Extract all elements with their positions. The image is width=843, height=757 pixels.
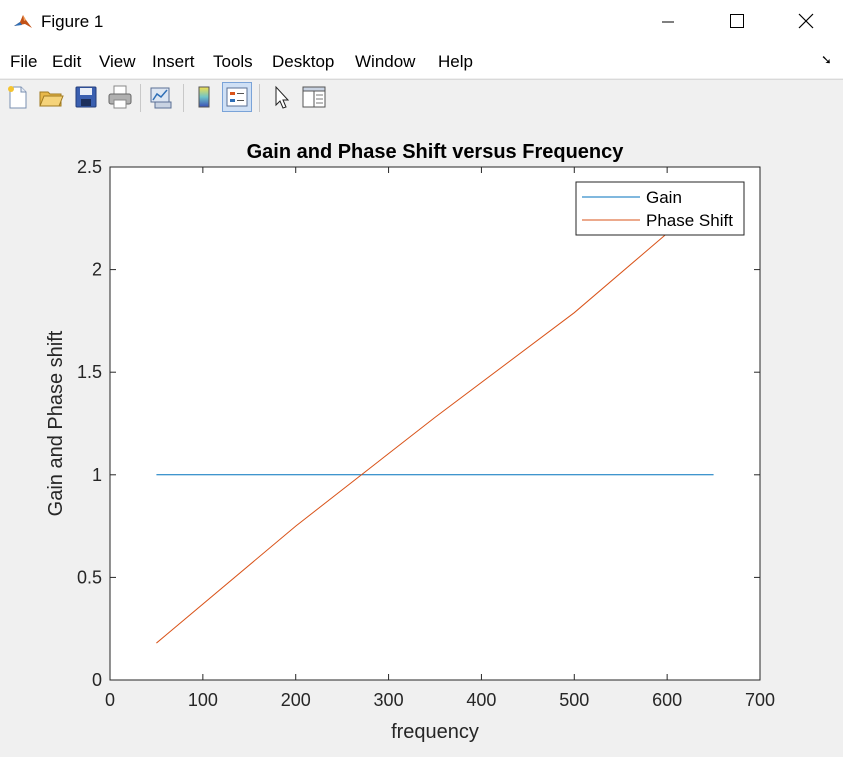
menu-help[interactable]: Help <box>438 52 473 71</box>
series-line-phase-shift <box>156 193 714 644</box>
plot-area <box>109 166 761 681</box>
menu-file[interactable]: File <box>10 52 38 71</box>
menu-edit[interactable]: Edit <box>52 52 82 71</box>
maximize-icon <box>730 14 744 28</box>
colorbar-icon[interactable] <box>190 83 218 111</box>
close-icon <box>798 13 814 29</box>
x-tick-label: 0 <box>105 690 115 710</box>
y-tick-label: 1.5 <box>77 362 102 382</box>
chart-title: Gain and Phase Shift versus Frequency <box>247 141 625 163</box>
y-tick-label: 0.5 <box>77 567 102 587</box>
x-tick-label: 300 <box>374 690 404 710</box>
maximize-button[interactable] <box>702 0 772 44</box>
x-tick-label: 400 <box>466 690 496 710</box>
menu-desktop[interactable]: Desktop <box>272 52 335 71</box>
menu-window[interactable]: Window <box>355 52 416 71</box>
print-icon[interactable] <box>106 83 134 111</box>
link-plot-icon[interactable] <box>147 83 175 111</box>
minimize-icon <box>662 21 674 23</box>
new-figure-icon[interactable] <box>4 83 32 111</box>
edit-plot-arrow-icon[interactable] <box>267 83 295 111</box>
y-tick-label: 2 <box>92 260 102 280</box>
window-titlebar: Figure 1 <box>0 0 843 44</box>
figure-canvas: 0 100 200 300 400 500 600 700 0 0.5 1 1.5 2 2.5 Gain … <box>0 118 843 752</box>
dock-arrow-icon[interactable]: ➘ <box>821 52 832 67</box>
legend-label: Gain <box>646 188 682 207</box>
toolbar-separator <box>140 84 141 112</box>
toolbar-separator <box>183 84 184 112</box>
window-title: Figure 1 <box>41 12 104 31</box>
x-tick-label: 200 <box>281 690 311 710</box>
menu-view[interactable]: View <box>99 52 136 71</box>
legend-box <box>575 181 745 236</box>
x-tick-label: 100 <box>188 690 218 710</box>
toolbar-separator <box>259 84 260 112</box>
x-axis-label: frequency <box>391 721 479 743</box>
legend-icon[interactable] <box>222 82 252 112</box>
menu-bar <box>0 44 843 78</box>
matlab-logo-icon <box>12 11 34 33</box>
property-inspector-icon[interactable] <box>300 83 328 111</box>
minimize-button[interactable] <box>633 0 703 44</box>
y-tick-label: 2.5 <box>77 157 102 177</box>
x-tick-label: 700 <box>745 690 775 710</box>
legend[interactable]: Gain Phase Shift <box>575 181 745 236</box>
y-tick-label: 1 <box>92 465 102 485</box>
chart: 0 100 200 300 400 500 600 700 0 0.5 1 1.5 2 2.5 Gain … <box>45 141 775 743</box>
x-tick-label: 500 <box>559 690 589 710</box>
x-tick-label: 600 <box>652 690 682 710</box>
open-file-icon[interactable] <box>37 83 65 111</box>
legend-label: Phase Shift <box>646 211 733 230</box>
y-axis-label: Gain and Phase shift <box>45 330 67 516</box>
menu-insert[interactable]: Insert <box>152 52 195 71</box>
save-icon[interactable] <box>72 83 100 111</box>
menu-tools[interactable]: Tools <box>213 52 253 71</box>
close-button[interactable] <box>771 0 841 44</box>
y-tick-label: 0 <box>92 670 102 690</box>
